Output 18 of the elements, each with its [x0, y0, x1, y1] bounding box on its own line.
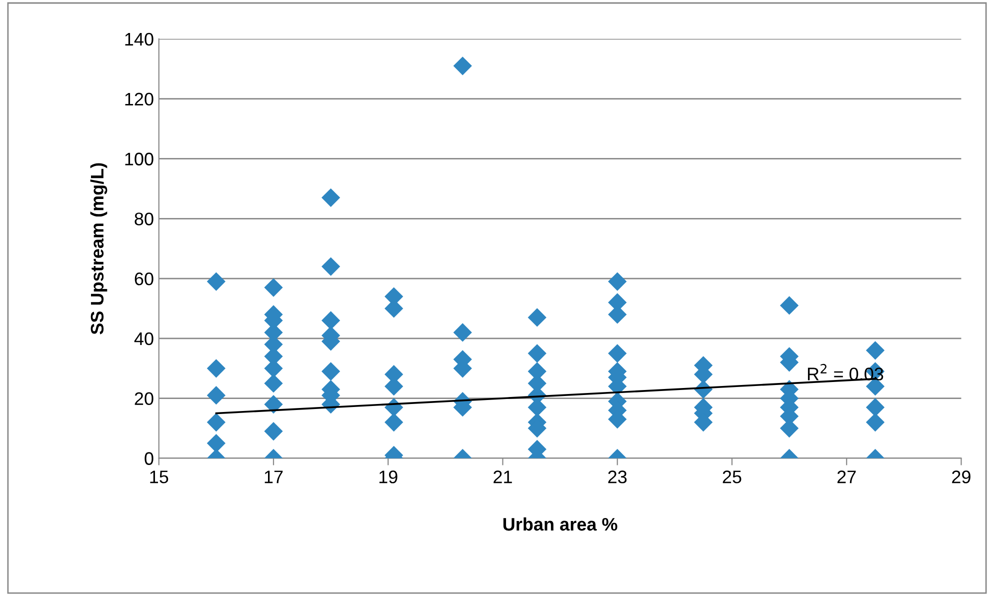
- x-tick-label: 15: [150, 470, 168, 484]
- x-axis-title: Urban area %: [503, 517, 618, 531]
- y-tick-label: 60: [134, 272, 154, 286]
- x-tick-label: 23: [608, 470, 627, 484]
- y-tick-label: 120: [125, 92, 154, 106]
- y-tick-label: 0: [144, 452, 154, 465]
- x-tick-label: 21: [494, 470, 512, 484]
- y-tick-label: 20: [134, 392, 154, 406]
- y-axis-title: SS Upstream (mg/L): [90, 163, 108, 334]
- x-tick-label: 19: [379, 470, 398, 484]
- x-tick-label: 29: [952, 470, 970, 484]
- x-tick-label: 25: [722, 470, 742, 484]
- y-tick-label: 80: [134, 212, 154, 226]
- y-tick-label: 40: [134, 332, 154, 346]
- y-tick-label: 140: [125, 32, 154, 46]
- x-tick-label: 17: [264, 470, 283, 484]
- x-tick-label: 27: [837, 470, 856, 484]
- y-tick-label: 100: [125, 152, 154, 166]
